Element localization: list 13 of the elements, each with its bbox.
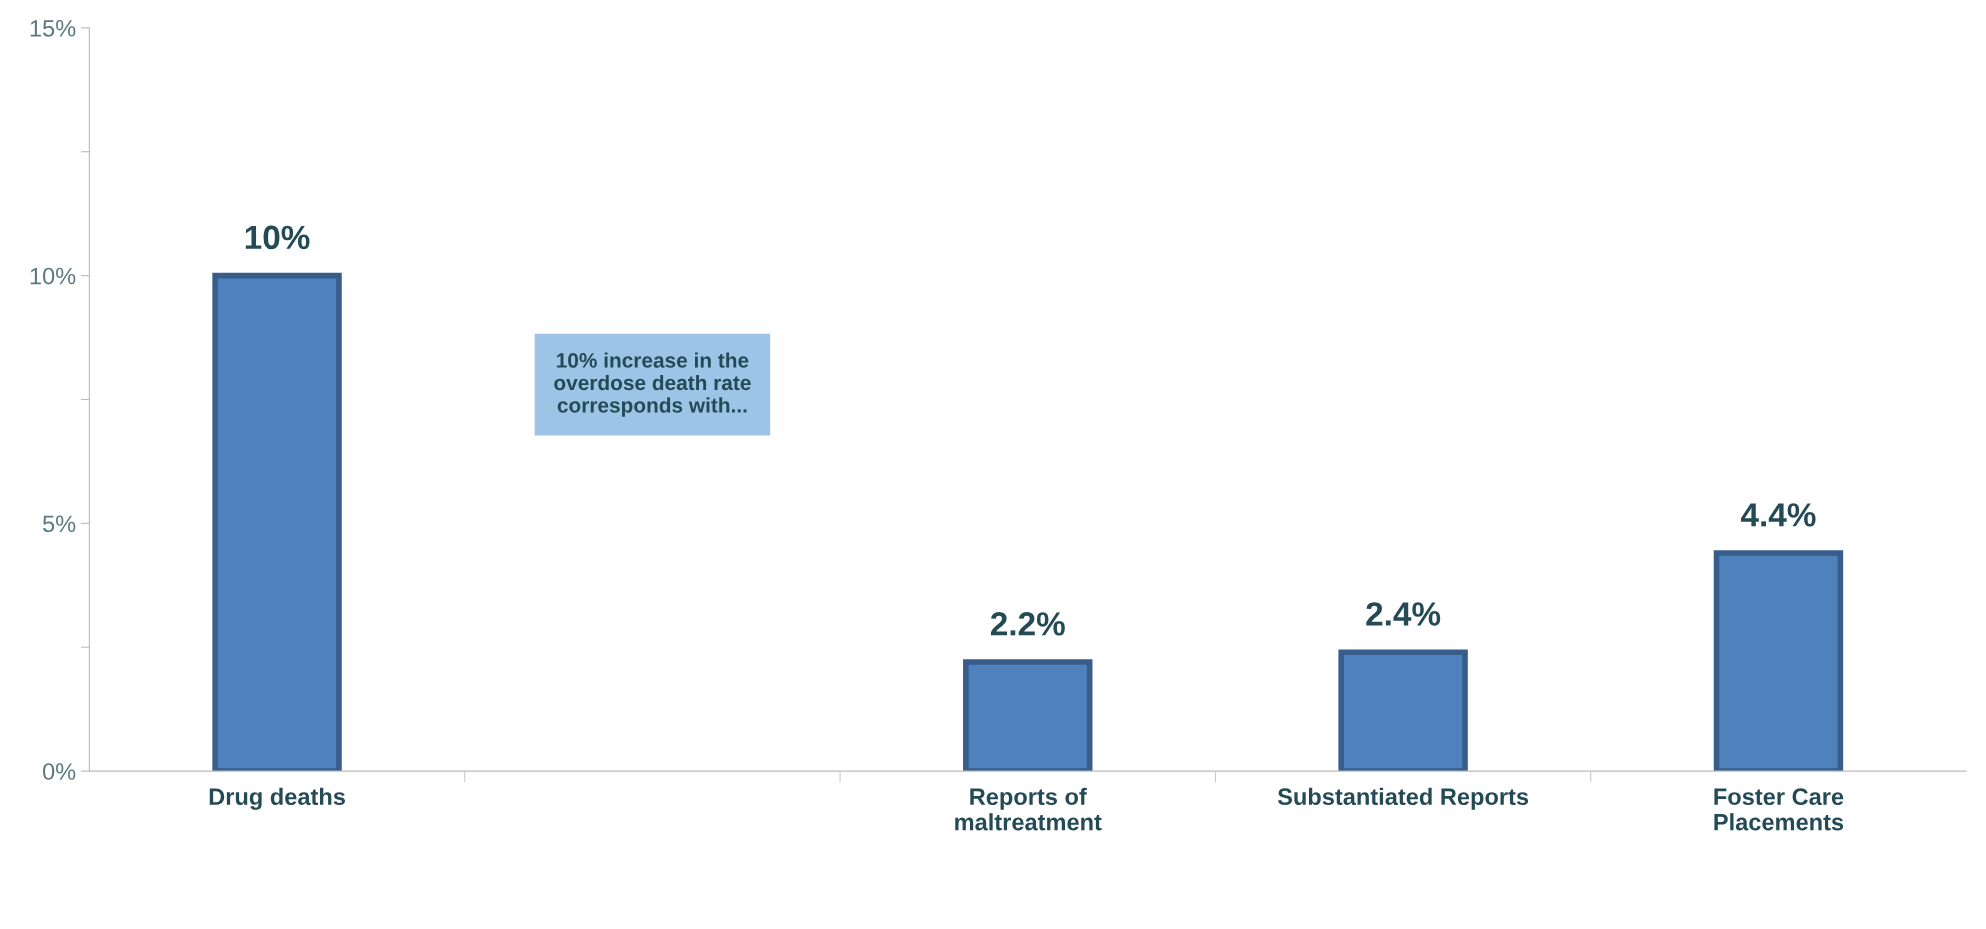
x-tick-label: Foster Care Placements [1714, 788, 1844, 831]
data-label: 4.4% [1740, 503, 1816, 527]
annotation: 10% increase in the overdose death rate corresponds with... [554, 352, 751, 417]
y-tick-label: 10% [30, 267, 76, 285]
y-tick-label: 5% [42, 515, 76, 533]
y-tick-label: 15% [30, 20, 76, 37]
data-label: 2.2% [990, 612, 1065, 636]
data-label: 10% [245, 225, 310, 250]
x-tick-label: Drug deaths [209, 787, 345, 810]
y-tick-label: 0% [42, 763, 76, 780]
data-label: 2.4% [1366, 602, 1441, 626]
x-tick-label: Substantiated Reports [1277, 787, 1529, 810]
x-tick-label: Reports of maltreatment [955, 787, 1102, 831]
